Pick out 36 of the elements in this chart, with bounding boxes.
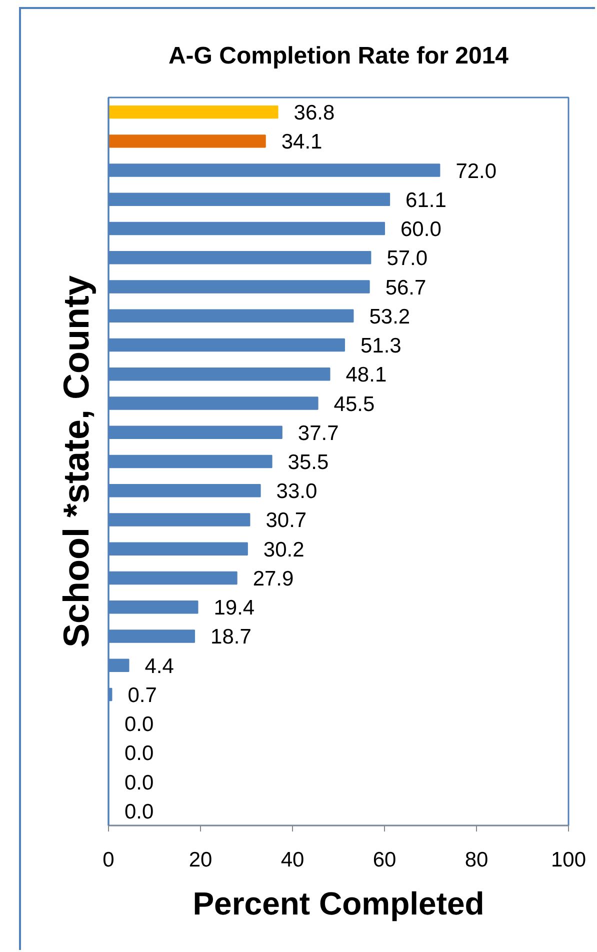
- x-tick-label: 0: [102, 848, 114, 872]
- data-label: 57.0: [386, 247, 428, 270]
- x-tick-label: 40: [280, 848, 304, 872]
- y-axis-title: School *state, County: [56, 275, 96, 648]
- data-label: 27.9: [252, 567, 294, 590]
- x-tick-label: 80: [464, 848, 488, 872]
- data-label: 30.7: [266, 509, 307, 532]
- x-tick-label: 20: [188, 848, 212, 872]
- data-label: 30.2: [263, 538, 304, 562]
- data-label: 19.4: [214, 596, 255, 620]
- data-label: 0.0: [124, 800, 154, 824]
- data-label: 61.1: [406, 188, 446, 212]
- data-label: 53.2: [369, 305, 410, 328]
- data-label: 48.1: [346, 364, 387, 387]
- data-label: 18.7: [210, 626, 252, 649]
- data-label: 51.3: [360, 334, 402, 358]
- bar: [108, 134, 266, 148]
- data-label: 4.4: [144, 654, 174, 678]
- data-label: 35.5: [288, 451, 329, 474]
- bar: [108, 105, 278, 119]
- data-label: 45.5: [334, 392, 375, 416]
- data-label: 72.0: [456, 160, 497, 183]
- chart-title: A-G Completion Rate for 2014: [168, 42, 510, 70]
- data-label: 37.7: [298, 422, 339, 445]
- data-label: 0.0: [124, 713, 154, 736]
- data-label: 0.0: [124, 742, 154, 766]
- x-axis-title: Percent Completed: [192, 886, 484, 922]
- x-tick-label: 100: [550, 848, 586, 872]
- x-tick-label: 60: [372, 848, 396, 872]
- data-label: 0.7: [128, 684, 157, 707]
- data-label: 0.0: [124, 771, 154, 794]
- data-label: 33.0: [276, 480, 318, 504]
- data-label: 56.7: [385, 276, 426, 300]
- data-label: 36.8: [294, 102, 335, 125]
- data-label: 34.1: [281, 130, 322, 154]
- data-label: 60.0: [400, 218, 442, 242]
